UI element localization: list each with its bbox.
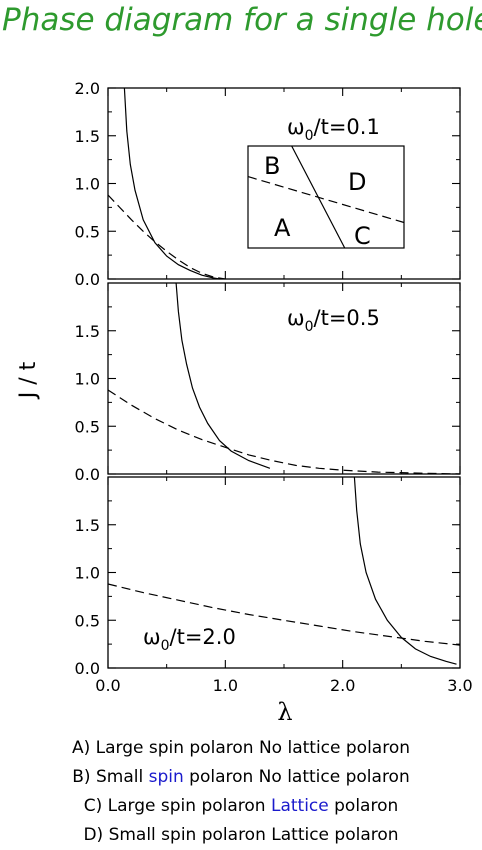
legend-highlight: spin [148, 767, 184, 787]
x-tick-label: 2.0 [330, 676, 355, 695]
legend-entry: A) Large spin polaron No lattice polaron [0, 738, 482, 758]
inset-region-b: B [264, 152, 280, 180]
legend-highlight: Lattice [270, 796, 329, 816]
x-axis-label: λ [277, 698, 292, 726]
panel-3-solid-line [353, 476, 457, 665]
legend-text: D) Small spin polaron Lattice polaron [83, 825, 399, 845]
y-tick-label: 0.5 [75, 222, 100, 241]
legend-text: polaron No lattice polaron [183, 767, 410, 787]
inset-region-d: D [348, 168, 366, 196]
legend-text: B) Small [72, 767, 149, 787]
y-tick-label: 2.0 [75, 79, 100, 98]
page-title: Phase diagram for a single hole [2, 2, 482, 38]
y-tick-label: 1.0 [75, 370, 100, 389]
inset-region-a: A [274, 214, 291, 242]
panel-3-label: ω0/t=2.0 [143, 625, 236, 654]
x-tick-label: 1.0 [213, 676, 238, 695]
panel-2-solid-line [175, 282, 271, 469]
y-tick-label: 0.0 [75, 659, 100, 678]
x-tick-label: 0.0 [95, 676, 120, 695]
y-tick-label: 0.0 [75, 465, 100, 484]
y-tick-label: 1.5 [75, 516, 100, 535]
legend-entry: B) Small spin polaron No lattice polaron [0, 767, 482, 787]
legend-text: polaron [328, 796, 399, 816]
y-tick-label: 0.5 [75, 417, 100, 436]
panel-frame-2 [107, 282, 461, 475]
y-tick-label: 1.5 [75, 127, 100, 146]
panel-1-label: ω0/t=0.1 [287, 115, 380, 144]
panel-1-solid-line [123, 87, 220, 280]
y-tick-label: 0.0 [75, 270, 100, 289]
phase-diagram-chart: 0.0 0.5 1.0 1.5 2.0 ω0/t=0.1B D A C 0.0 0.5 1.0 1.5 ω… [16, 79, 473, 726]
panel-2-label: ω0/t=0.5 [287, 306, 380, 335]
y-tick-label: 1.0 [75, 564, 100, 583]
y-tick-label: 1.5 [75, 322, 100, 341]
y-tick-label: 1.0 [75, 175, 100, 194]
inset-frame [247, 145, 405, 249]
legend-entry: D) Small spin polaron Lattice polaron [0, 825, 482, 845]
legend-entry: C) Large spin polaron Lattice polaron [0, 796, 482, 816]
inset-region-c: C [354, 222, 371, 250]
panel-3-dashed-line [107, 583, 461, 646]
y-tick-label: 0.5 [75, 611, 100, 630]
y-axis-label: J / t [16, 361, 41, 400]
panel-1-dashed-line [107, 194, 226, 280]
x-tick-label: 3.0 [447, 676, 472, 695]
legend-text: A) Large spin polaron No lattice polaron [71, 738, 411, 758]
panel-2-dashed-line [107, 389, 461, 475]
legend-text: C) Large spin polaron [83, 796, 271, 816]
